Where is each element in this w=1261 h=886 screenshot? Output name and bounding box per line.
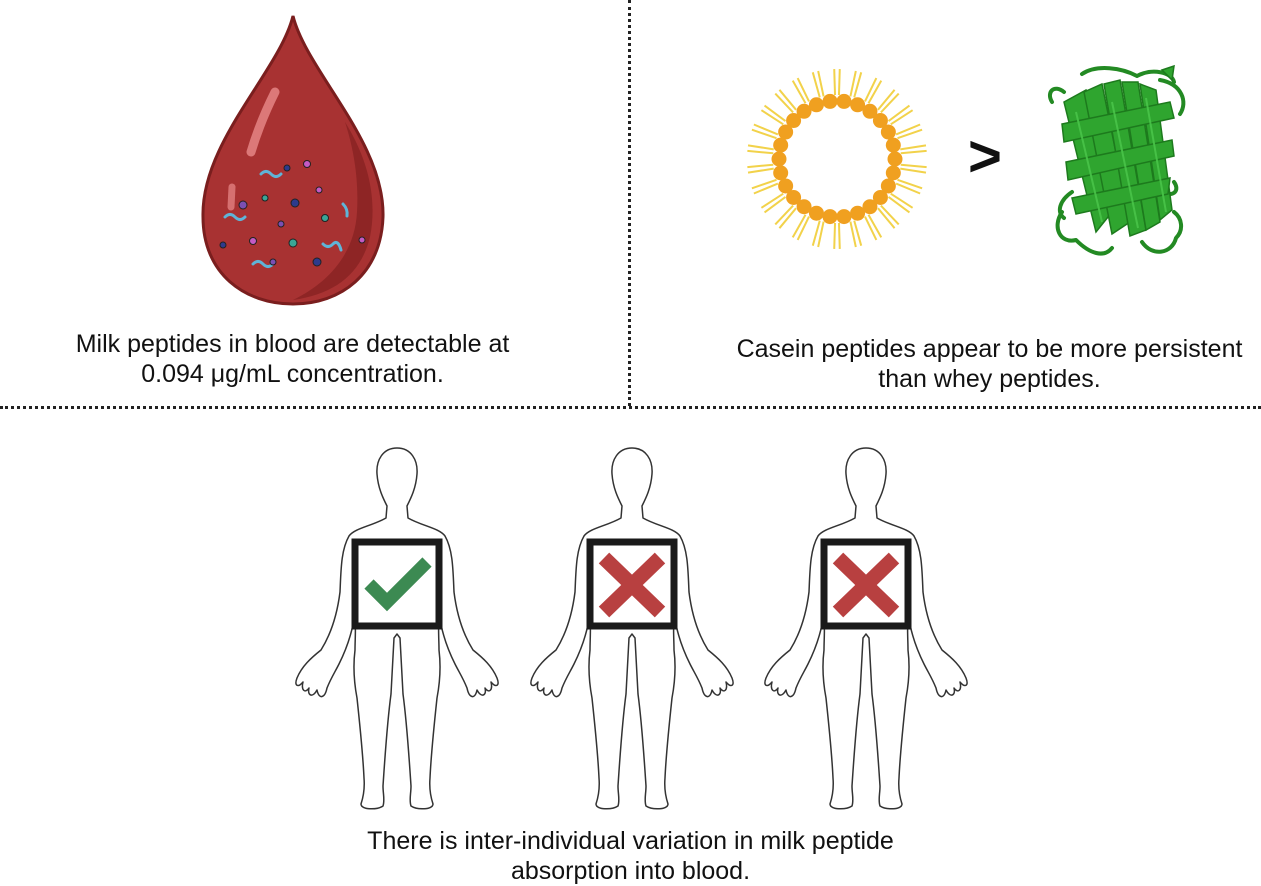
whey-protein-icon <box>1047 64 1186 256</box>
cross-icon <box>598 552 666 618</box>
blood-caption-line2: 0.094 μg/mL concentration. <box>141 360 444 388</box>
blood-caption-line1: Milk peptides in blood are detectable at <box>75 330 510 358</box>
check-icon <box>364 557 432 612</box>
horizontal-divider <box>0 406 1261 409</box>
variation-caption: There is inter-individual variation in m… <box>300 826 961 886</box>
vertical-divider <box>628 0 631 406</box>
comparison-caption-line2: than whey peptides. <box>878 365 1101 393</box>
comparison-caption: Casein peptides appear to be more persis… <box>708 334 1261 394</box>
blood-caption: Milk peptides in blood are detectable at… <box>30 329 555 389</box>
cross-icon <box>832 552 900 618</box>
comparison-caption-line1: Casein peptides appear to be more persis… <box>736 335 1243 363</box>
variation-caption-line2: absorption into blood. <box>510 857 751 885</box>
blood-drop-icon <box>201 15 385 306</box>
variation-caption-line1: There is inter-individual variation in m… <box>367 827 894 855</box>
greater-than-operator: > <box>968 124 1002 189</box>
individual-1 <box>296 448 498 809</box>
individual-2 <box>531 448 733 809</box>
casein-micelle-icon <box>747 69 927 249</box>
individual-3 <box>765 448 967 809</box>
